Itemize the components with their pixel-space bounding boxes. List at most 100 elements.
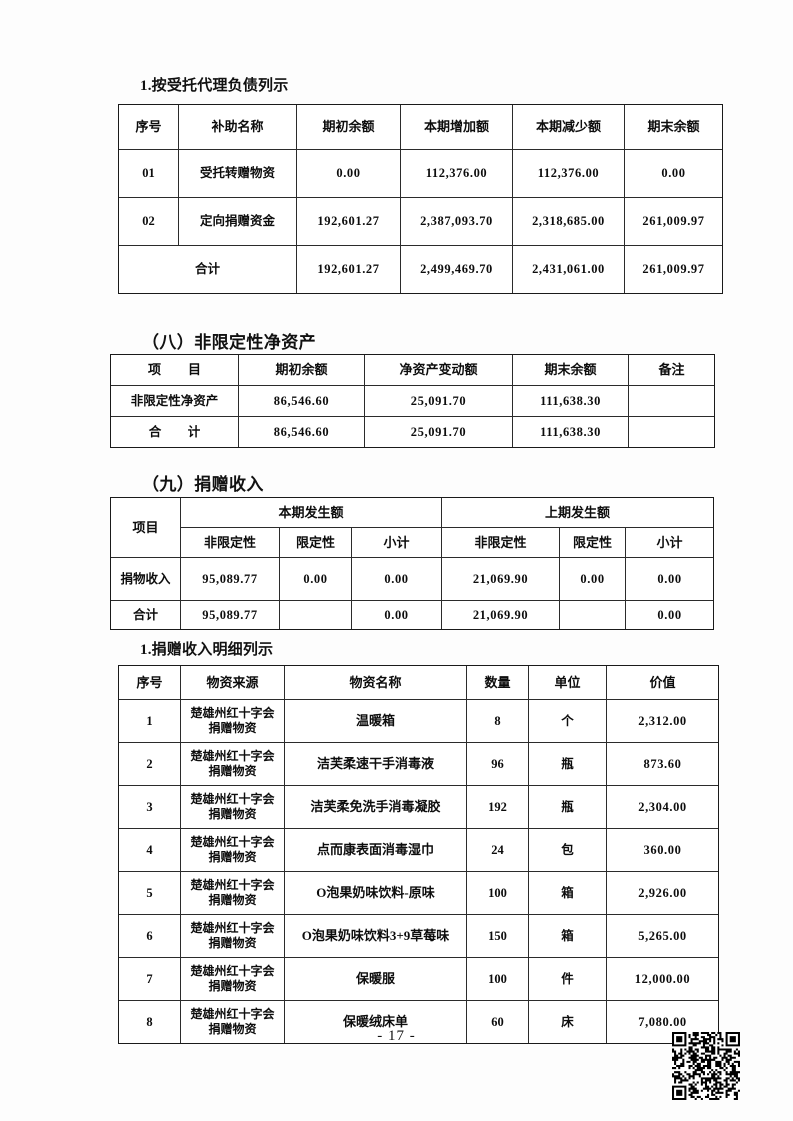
col-header-current-restricted: 限定性 <box>279 527 352 558</box>
cell-value: 873.60 <box>606 742 719 786</box>
cell-quantity: 8 <box>466 699 529 743</box>
table-row: 02 定向捐赠资金 192,601.27 2,387,093.70 2,318,… <box>118 197 723 246</box>
cell-closing: 0.00 <box>624 149 723 198</box>
table-header-row-sub: 非限定性 限定性 小计 非限定性 限定性 小计 <box>111 527 715 558</box>
cell-unit: 个 <box>528 699 607 743</box>
col-header-subsidy: 补助名称 <box>178 104 297 150</box>
cell-source: 楚雄州红十字会 捐赠物资 <box>180 785 285 829</box>
cell-subsidy: 受托转赠物资 <box>178 149 297 198</box>
table-row: 2 楚雄州红十字会 捐赠物资 洁芙柔速干手消毒液 96 瓶 873.60 <box>118 742 719 786</box>
cell-seq: 8 <box>118 1000 181 1044</box>
cell-total-prior-unrestricted: 21,069.90 <box>441 600 561 630</box>
heading-donation-income: （九）捐赠收入 <box>142 475 264 494</box>
table-row: 7 楚雄州红十字会 捐赠物资 保暖服 100 件 12,000.00 <box>118 957 719 1001</box>
cell-decrease: 2,318,685.00 <box>512 197 625 246</box>
cell-total-increase: 2,499,469.70 <box>400 245 513 294</box>
cell-seq: 4 <box>118 828 181 872</box>
cell-row-label: 捐物收入 <box>110 557 181 601</box>
cell-item: 非限定性净资产 <box>110 385 239 417</box>
cell-unit: 件 <box>528 957 607 1001</box>
cell-prior-restricted: 0.00 <box>559 557 627 601</box>
col-header-change: 净资产变动额 <box>364 354 513 386</box>
cell-value: 360.00 <box>606 828 719 872</box>
source-line-1: 楚雄州红十字会 <box>190 835 275 849</box>
cell-total-closing: 261,009.97 <box>624 245 723 294</box>
table-row: 3 楚雄州红十字会 捐赠物资 洁芙柔免洗手消毒凝胶 192 瓶 2,304.00 <box>118 785 719 829</box>
col-header-item: 项目 <box>110 497 181 558</box>
cell-itemname: 洁芙柔速干手消毒液 <box>284 742 467 786</box>
cell-total-change: 25,091.70 <box>364 416 513 448</box>
cell-itemname: 点而康表面消毒湿巾 <box>284 828 467 872</box>
cell-itemname: 保暖绒床单 <box>284 1000 467 1044</box>
col-header-remark: 备注 <box>628 354 715 386</box>
cell-itemname: O泡果奶味饮料3+9草莓味 <box>284 914 467 958</box>
table-row: 8 楚雄州红十字会 捐赠物资 保暖绒床单 60 床 7,080.00 <box>118 1000 719 1044</box>
page-number: - 17 - <box>377 1028 416 1044</box>
col-group-current-period: 本期发生额 <box>179 497 443 528</box>
cell-unit: 瓶 <box>528 785 607 829</box>
col-header-item: 项 目 <box>110 354 239 386</box>
cell-value: 12,000.00 <box>606 957 719 1001</box>
cell-current-unrestricted: 95,089.77 <box>180 557 280 601</box>
cell-total-prior-subtotal: 0.00 <box>625 600 715 630</box>
heading-entrusted-liabilities: 1.按受托代理负债列示 <box>140 78 289 94</box>
source-line-2: 捐赠物资 <box>208 1022 257 1036</box>
source-line-1: 楚雄州红十字会 <box>190 749 275 763</box>
cell-value: 5,265.00 <box>606 914 719 958</box>
col-header-seq: 序号 <box>118 665 181 700</box>
source-line-1: 楚雄州红十字会 <box>190 921 275 935</box>
cell-total-label: 合计 <box>110 600 181 630</box>
cell-source: 楚雄州红十字会 捐赠物资 <box>180 871 285 915</box>
cell-value: 2,304.00 <box>606 785 719 829</box>
cell-total-current-subtotal: 0.00 <box>350 600 443 630</box>
table-header-row: 项 目 期初余额 净资产变动额 期末余额 备注 <box>110 354 715 386</box>
col-header-prior-subtotal: 小计 <box>625 527 715 558</box>
table-header-row-group: 项目 本期发生额 上期发生额 <box>110 497 715 558</box>
cell-quantity: 24 <box>466 828 529 872</box>
col-header-decrease: 本期减少额 <box>512 104 625 150</box>
cell-total-decrease: 2,431,061.00 <box>512 245 625 294</box>
cell-value: 2,312.00 <box>606 699 719 743</box>
source-line-2: 捐赠物资 <box>208 721 257 735</box>
col-header-seq: 序号 <box>118 104 179 150</box>
cell-unit: 箱 <box>528 914 607 958</box>
col-group-prior-period: 上期发生额 <box>441 497 715 528</box>
cell-quantity: 100 <box>466 871 529 915</box>
source-line-2: 捐赠物资 <box>208 979 257 993</box>
cell-itemname: 温暖箱 <box>284 699 467 743</box>
donation-income-table: 项目 本期发生额 上期发生额 非限定性 限定性 小计 非限定性 限定性 小计 捐… <box>110 497 715 630</box>
source-line-2: 捐赠物资 <box>208 850 257 864</box>
col-header-current-subtotal: 小计 <box>350 527 443 558</box>
cell-unit: 包 <box>528 828 607 872</box>
cell-seq: 3 <box>118 785 181 829</box>
table-row: 6 楚雄州红十字会 捐赠物资 O泡果奶味饮料3+9草莓味 150 箱 5,265.00 <box>118 914 719 958</box>
cell-total-opening: 192,601.27 <box>296 245 401 294</box>
cell-quantity: 100 <box>466 957 529 1001</box>
cell-quantity: 150 <box>466 914 529 958</box>
qr-code-icon <box>672 1032 740 1100</box>
cell-remark <box>628 385 715 417</box>
cell-closing: 111,638.30 <box>512 385 629 417</box>
cell-increase: 112,376.00 <box>400 149 513 198</box>
col-header-source: 物资来源 <box>180 665 285 700</box>
table-header-row: 序号 物资来源 物资名称 数量 单位 价值 <box>118 665 719 700</box>
cell-quantity: 96 <box>466 742 529 786</box>
cell-prior-unrestricted: 21,069.90 <box>441 557 561 601</box>
col-header-current-unrestricted: 非限定性 <box>180 527 280 558</box>
cell-current-subtotal: 0.00 <box>350 557 443 601</box>
source-line-2: 捐赠物资 <box>208 807 257 821</box>
cell-current-restricted: 0.00 <box>279 557 352 601</box>
cell-source: 楚雄州红十字会 捐赠物资 <box>180 914 285 958</box>
col-header-closing: 期末余额 <box>624 104 723 150</box>
cell-unit: 箱 <box>528 871 607 915</box>
source-line-2: 捐赠物资 <box>208 893 257 907</box>
cell-prior-subtotal: 0.00 <box>625 557 715 601</box>
source-line-1: 楚雄州红十字会 <box>190 1007 275 1021</box>
cell-total-remark <box>628 416 715 448</box>
cell-total-label: 合 计 <box>110 416 239 448</box>
cell-increase: 2,387,093.70 <box>400 197 513 246</box>
cell-quantity: 192 <box>466 785 529 829</box>
table-total-row: 合计 192,601.27 2,499,469.70 2,431,061.00 … <box>118 245 723 294</box>
col-header-prior-restricted: 限定性 <box>559 527 627 558</box>
